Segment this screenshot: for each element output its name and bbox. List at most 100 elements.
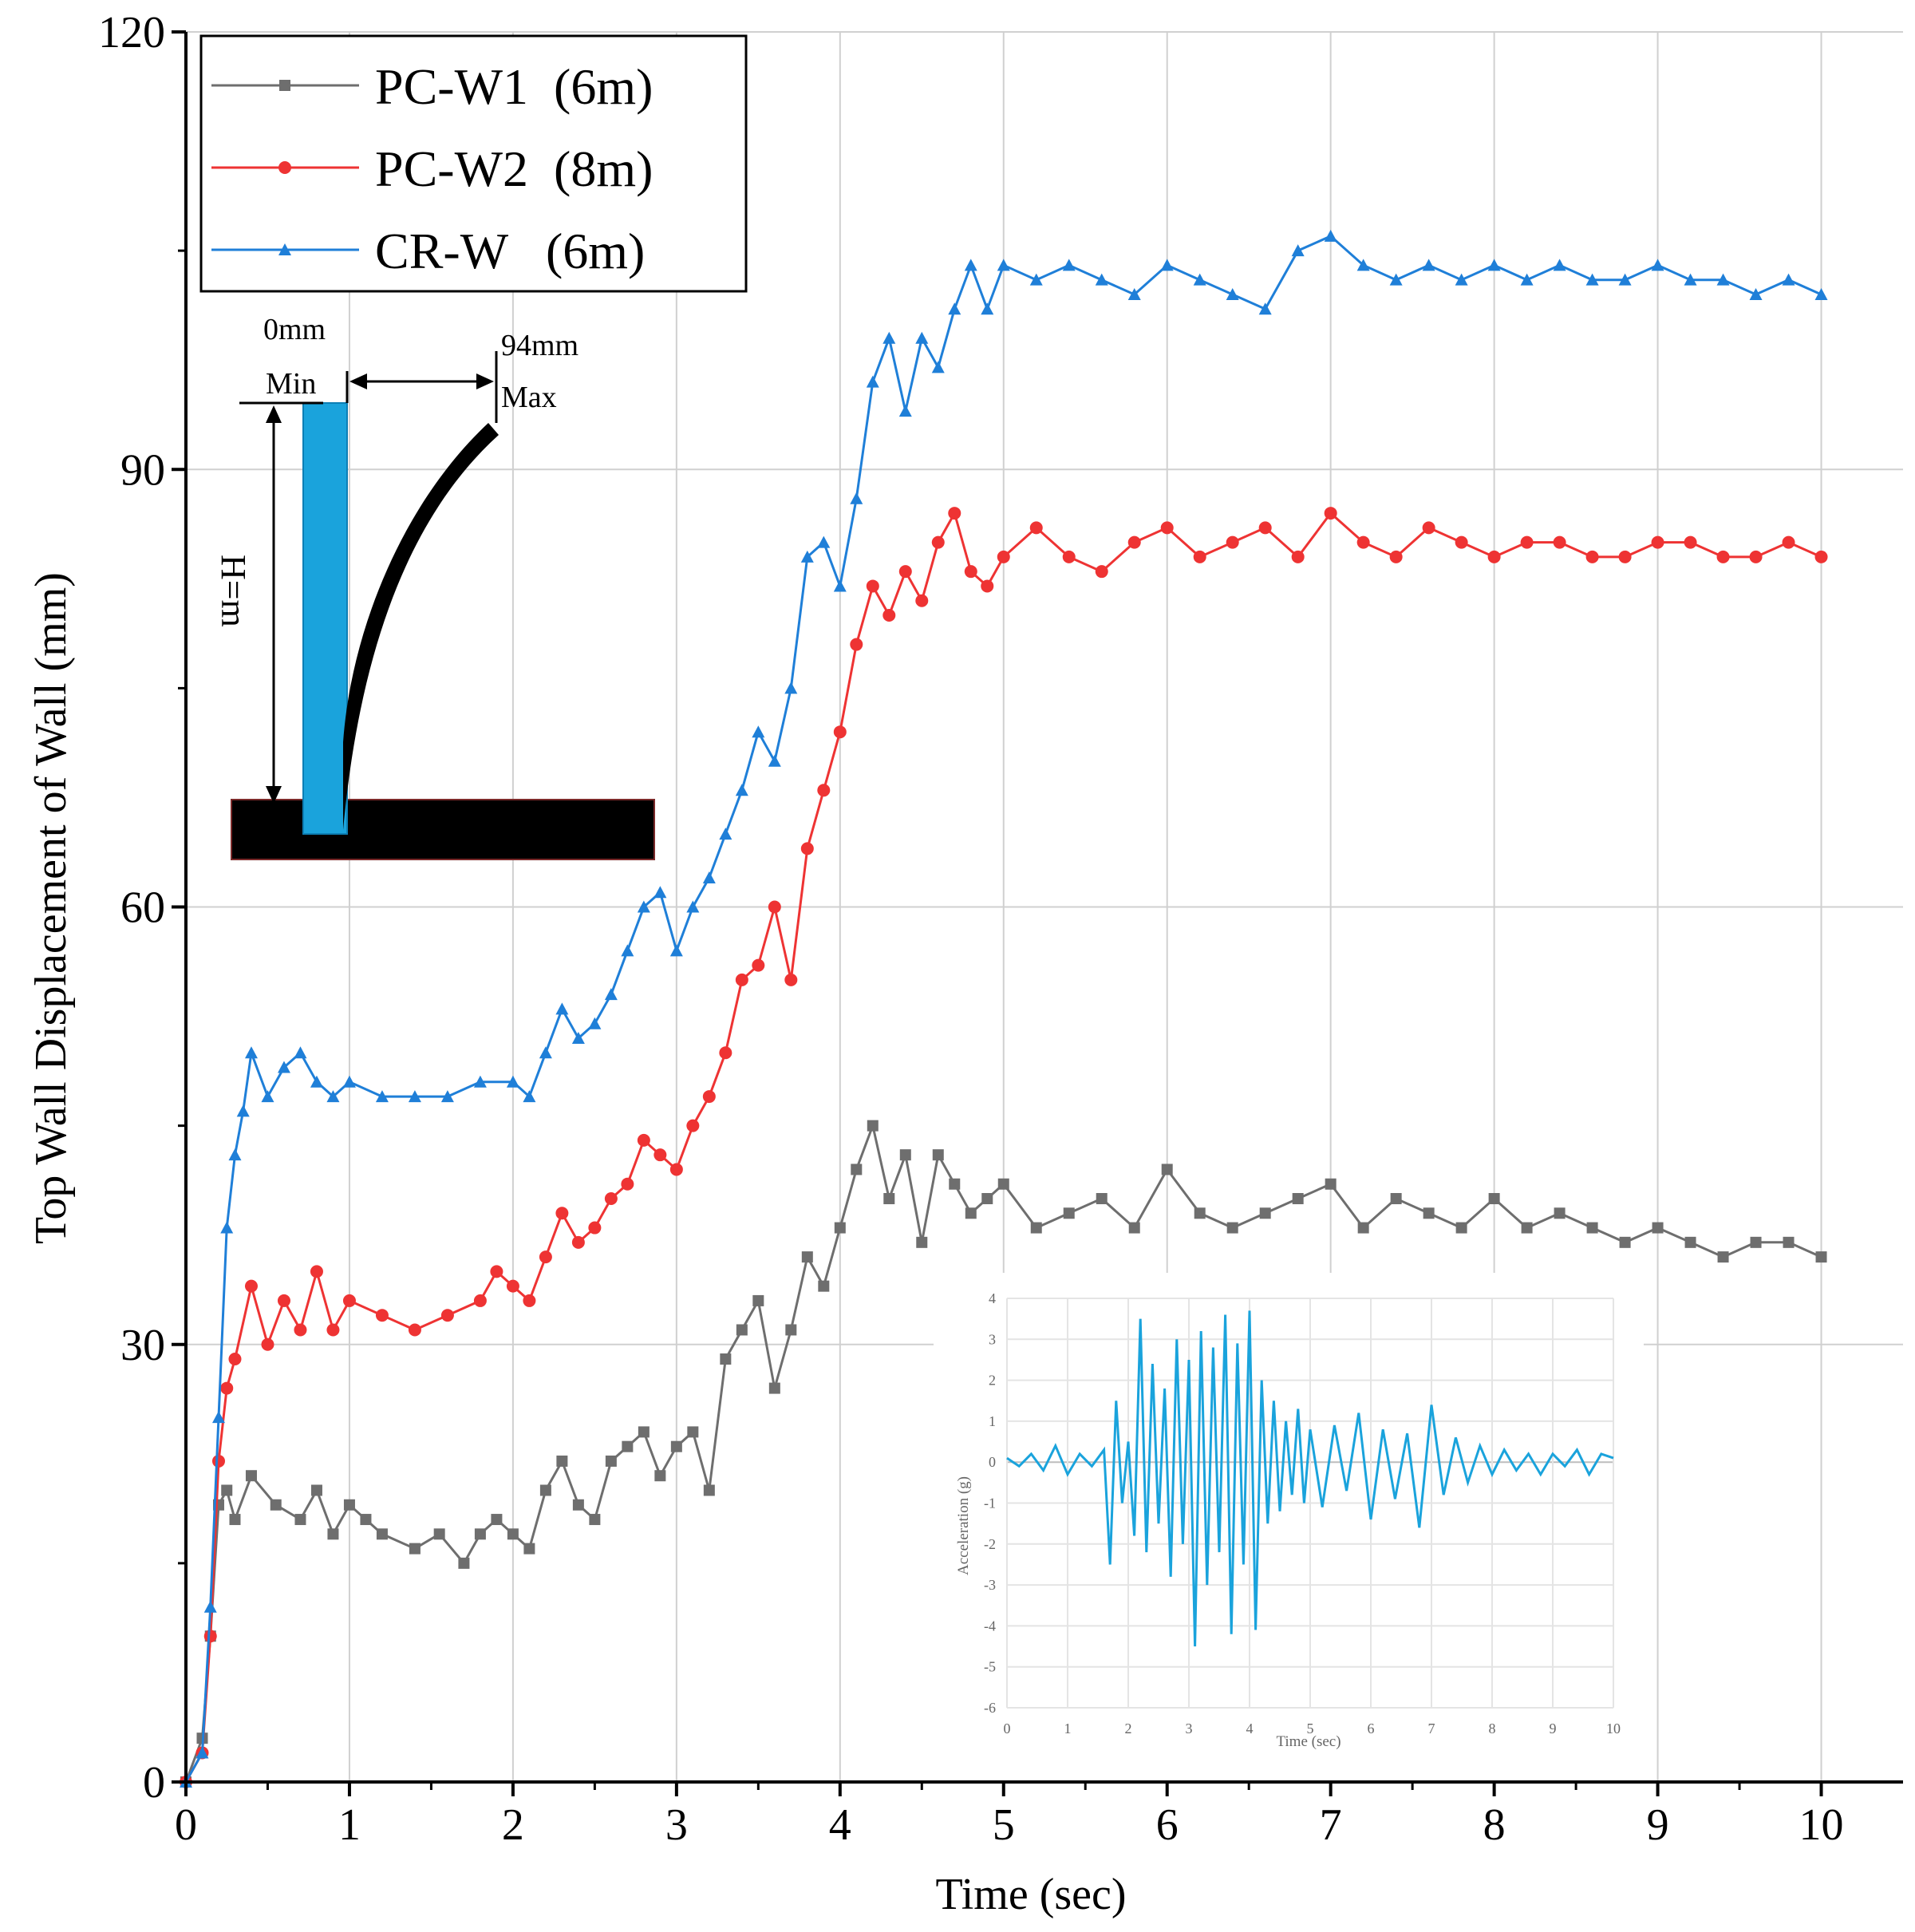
- data-point: [270, 1499, 282, 1511]
- legend: PC-W1 (6m) PC-W2 (8m) CR-W (6m): [199, 34, 748, 293]
- data-point: [211, 1411, 225, 1424]
- data-point: [244, 1279, 258, 1293]
- data-point: [433, 1528, 445, 1540]
- x-tick-label: 1: [338, 1800, 361, 1850]
- inset-x-tick-label: 6: [1368, 1721, 1375, 1736]
- x-tick-label: 0: [175, 1800, 197, 1850]
- x-tick-label: 7: [1320, 1800, 1342, 1850]
- data-point: [294, 1046, 307, 1059]
- data-point: [490, 1265, 503, 1278]
- data-point: [1782, 273, 1795, 286]
- data-point: [1651, 259, 1664, 271]
- data-point: [1716, 273, 1730, 286]
- data-point: [244, 1046, 258, 1059]
- inset-x-tick-label: 4: [1246, 1721, 1254, 1736]
- data-point: [1619, 1236, 1631, 1248]
- data-point: [669, 944, 683, 957]
- x-tick-label: 8: [1483, 1800, 1506, 1850]
- data-point: [228, 1353, 242, 1366]
- y-axis-title: Top Wall Displacement of Wall (mm): [26, 572, 76, 1244]
- data-point: [1160, 521, 1174, 535]
- data-point: [604, 1192, 618, 1205]
- legend-entry-cr-w: CR-W (6m): [211, 223, 645, 279]
- data-point: [785, 1324, 797, 1336]
- data-point: [915, 594, 929, 607]
- data-point: [1291, 244, 1305, 257]
- data-point: [752, 1294, 764, 1306]
- data-point: [898, 405, 912, 417]
- data-point: [1521, 1222, 1533, 1234]
- data-point: [997, 259, 1010, 271]
- data-point: [1128, 1222, 1140, 1234]
- data-point: [768, 900, 781, 914]
- data-point: [310, 1075, 323, 1088]
- data-point: [523, 1543, 535, 1555]
- data-point: [604, 988, 618, 1001]
- legend-label-pc-w1: PC-W1 (6m): [375, 58, 653, 115]
- schematic-deflected-shape: [343, 423, 499, 830]
- inset-y-tick-label: 1: [989, 1413, 996, 1429]
- data-point: [622, 1440, 634, 1452]
- data-point: [1160, 259, 1174, 271]
- data-point: [1783, 1236, 1795, 1248]
- data-point: [964, 259, 977, 271]
- data-point: [1423, 1207, 1435, 1219]
- data-point: [221, 1484, 233, 1496]
- data-point: [735, 973, 748, 986]
- inset-y-tick-label: -2: [984, 1536, 996, 1552]
- y-tick-label: 60: [120, 883, 165, 933]
- inset-y-tick-label: -4: [984, 1618, 996, 1634]
- data-point: [236, 1104, 250, 1117]
- data-point: [1291, 550, 1305, 563]
- schematic-min-label: Min: [266, 367, 316, 401]
- data-point: [1716, 550, 1730, 563]
- inset-y-tick-label: 0: [989, 1454, 996, 1470]
- data-point: [1096, 1193, 1108, 1204]
- x-tick-label: 2: [502, 1800, 524, 1850]
- legend-marker-circle: [278, 161, 291, 174]
- data-point: [965, 1207, 977, 1219]
- data-point: [1749, 287, 1763, 300]
- schematic-dim-arrow-left: [349, 373, 367, 389]
- y-tick-label: 90: [120, 445, 165, 495]
- data-point: [654, 1470, 666, 1482]
- data-point: [1194, 1207, 1206, 1219]
- data-point: [898, 565, 912, 579]
- inset-ticks: 0 1 2 3 4 5 6 7 8 9 10 -6 -5 -4 -3 -2 -1 0 1 2 3 4: [984, 1290, 1621, 1736]
- data-point: [440, 1090, 454, 1103]
- data-point: [409, 1543, 421, 1555]
- data-point: [203, 1600, 217, 1613]
- data-point: [1717, 1251, 1729, 1263]
- inset-x-tick-label: 2: [1125, 1721, 1132, 1736]
- data-point: [1193, 550, 1206, 563]
- data-point: [523, 1090, 536, 1103]
- data-point: [948, 302, 961, 315]
- data-point: [1455, 1222, 1467, 1234]
- data-point: [211, 1454, 225, 1468]
- data-point: [1684, 1236, 1696, 1248]
- x-tick-label: 5: [993, 1800, 1015, 1850]
- data-point: [1226, 535, 1239, 549]
- data-point: [817, 535, 831, 548]
- data-point: [506, 1279, 519, 1293]
- inset-x-axis-title: Time (sec): [1276, 1733, 1340, 1750]
- inset-y-tick-label: -1: [984, 1495, 996, 1511]
- data-point: [1455, 273, 1468, 286]
- data-point: [458, 1557, 470, 1569]
- data-point: [539, 1046, 552, 1059]
- data-point: [556, 1455, 568, 1467]
- schematic-height-arrow-bottom: [266, 786, 282, 804]
- data-point: [1127, 535, 1141, 549]
- x-tick-label: 10: [1799, 1800, 1844, 1850]
- data-point: [1258, 302, 1272, 315]
- data-point: [1520, 535, 1534, 549]
- data-point: [474, 1528, 486, 1540]
- data-point: [1814, 550, 1828, 563]
- data-point: [1389, 550, 1403, 563]
- data-point: [203, 1630, 217, 1643]
- data-point: [964, 565, 977, 579]
- data-point: [375, 1090, 389, 1103]
- data-point: [1684, 535, 1697, 549]
- data-point: [833, 579, 847, 592]
